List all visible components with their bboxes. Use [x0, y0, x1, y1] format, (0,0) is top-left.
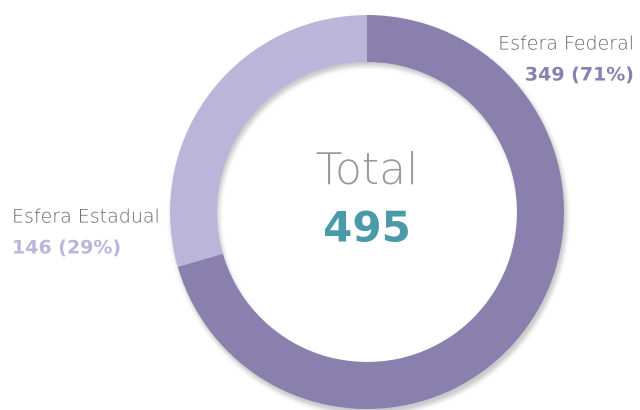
slice-value: 349 (71%) — [525, 64, 634, 86]
center-label: Total — [316, 144, 419, 195]
donut — [170, 15, 564, 409]
center-total: 495 — [323, 203, 411, 252]
donut-slice — [170, 15, 367, 267]
slice-label: Esfera Federal — [498, 33, 634, 55]
slice-value: 146 (29%) — [12, 237, 121, 259]
slice-label: Esfera Estadual — [12, 206, 160, 228]
